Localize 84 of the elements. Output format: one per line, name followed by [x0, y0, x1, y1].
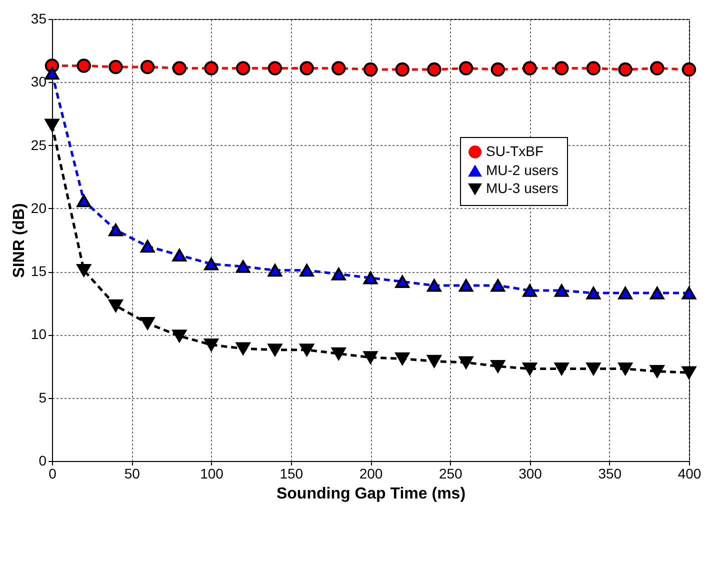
point [140, 317, 155, 330]
point [332, 347, 346, 360]
x-tick-label: 200 [359, 466, 383, 482]
point [76, 194, 91, 208]
point [554, 61, 569, 76]
point [236, 61, 250, 76]
point [554, 284, 569, 297]
point [522, 61, 537, 76]
x-tick-label: 400 [678, 466, 702, 482]
x-tick-label: 100 [200, 466, 224, 482]
y-tick-label: 15 [30, 263, 47, 280]
point [522, 362, 537, 376]
point [395, 275, 410, 288]
point [76, 264, 91, 277]
x-tick-label: 300 [518, 466, 542, 482]
y-tick-label: 30 [30, 74, 47, 90]
legend-label: SU-TxBF [486, 143, 544, 159]
point [395, 352, 410, 366]
point [172, 61, 187, 76]
point [458, 356, 474, 369]
point [427, 354, 442, 368]
point [204, 258, 218, 270]
point [44, 118, 60, 132]
legend-label: MU-3 users [486, 180, 558, 196]
point [204, 338, 218, 352]
point [490, 62, 506, 77]
point [458, 61, 474, 76]
point [490, 279, 506, 292]
point [586, 286, 601, 300]
y-tick-label: 25 [30, 136, 47, 153]
point [268, 264, 282, 277]
point [682, 286, 696, 300]
point [268, 344, 282, 356]
point [618, 62, 632, 77]
point [682, 366, 696, 379]
point [44, 67, 60, 80]
point [236, 260, 250, 273]
y-tick-label: 20 [30, 200, 47, 216]
point [236, 342, 250, 355]
point [108, 299, 123, 312]
point [172, 330, 187, 342]
point [586, 362, 601, 376]
x-tick-label: 150 [280, 466, 304, 482]
point [490, 360, 506, 373]
x-tick-label: 50 [124, 466, 140, 482]
point [300, 264, 314, 277]
point [140, 240, 155, 253]
point [363, 272, 378, 284]
point [682, 62, 696, 77]
point [140, 60, 155, 74]
x-tick-label: 350 [598, 466, 622, 482]
point [363, 351, 378, 364]
point [650, 286, 664, 300]
point [427, 279, 442, 292]
point [332, 61, 346, 76]
point [204, 61, 218, 76]
legend-label: MU-2 users [486, 162, 558, 178]
point [554, 362, 569, 376]
point [395, 62, 410, 77]
point [363, 62, 378, 77]
y-tick-label: 0 [38, 452, 47, 468]
point [172, 248, 187, 262]
x-tick-label: 250 [438, 466, 463, 482]
point [268, 61, 282, 76]
point [650, 61, 664, 76]
y-tick-label: 10 [30, 326, 47, 342]
point [522, 284, 537, 297]
y-tick-label: 5 [38, 389, 47, 406]
point [618, 286, 632, 300]
point [300, 344, 314, 356]
point [427, 62, 442, 77]
point [650, 365, 664, 378]
x-axis-title: Sounding Gap Time (ms) [276, 486, 466, 502]
point [332, 268, 346, 280]
point [300, 61, 314, 76]
point [108, 60, 123, 74]
point [586, 61, 601, 76]
point [76, 58, 91, 73]
point [108, 224, 123, 236]
x-tick-label: 0 [48, 466, 57, 482]
point [618, 362, 632, 376]
y-axis-title: SINR (dB) [10, 203, 28, 278]
y-tick-label: 35 [30, 10, 47, 26]
point [458, 279, 474, 292]
